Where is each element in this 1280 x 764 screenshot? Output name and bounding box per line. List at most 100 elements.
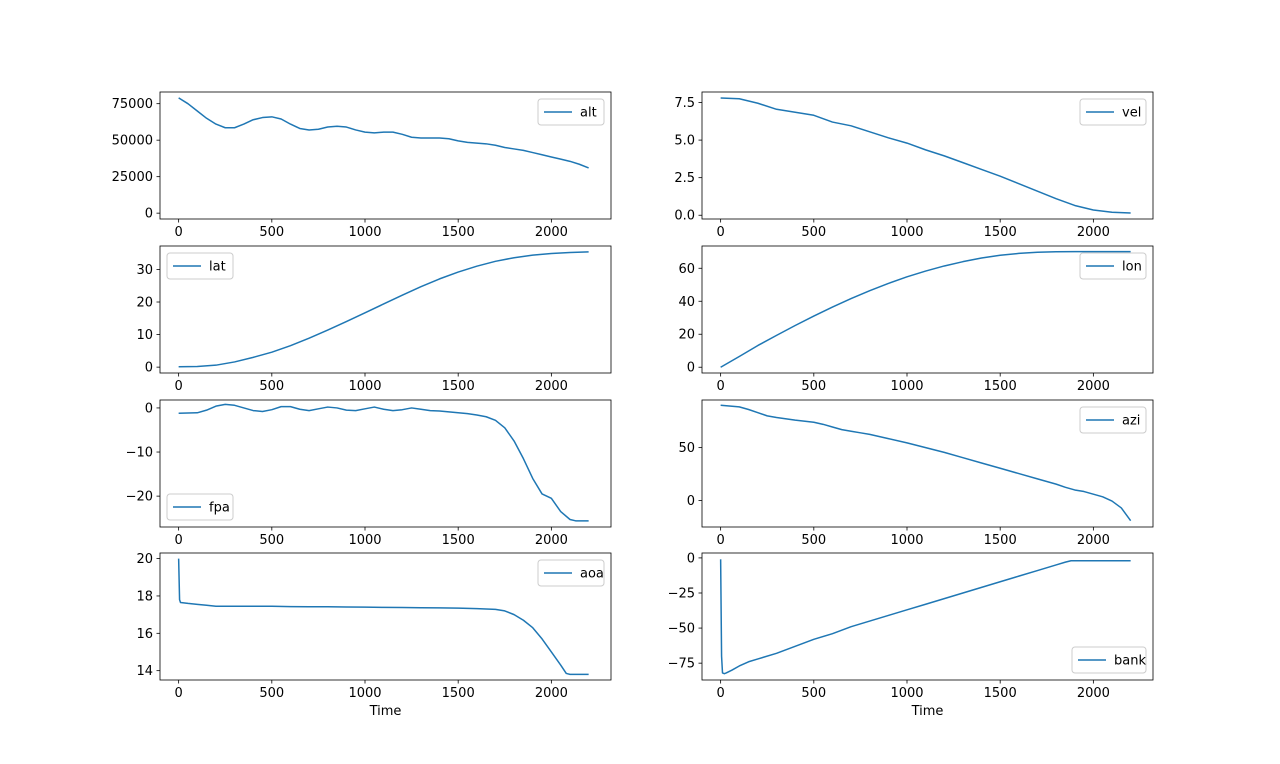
x-tick-label: 0	[716, 533, 724, 548]
x-tick-label: 1500	[984, 379, 1017, 394]
legend-label: alt	[580, 106, 597, 121]
x-tick-label: 0	[716, 225, 724, 240]
x-tick-label: 2000	[1077, 379, 1110, 394]
x-tick-label: 2000	[1077, 225, 1110, 240]
y-tick-label: 50	[678, 441, 695, 456]
x-tick-label: 500	[801, 225, 826, 240]
x-tick-label: 500	[259, 225, 284, 240]
x-tick-label: 500	[801, 379, 826, 394]
subplot-vel: 0 500 1000 1500 2000 0.0 2.5 5.0 7.5 vel	[674, 91, 1154, 240]
y-tick-label: 7.5	[674, 96, 695, 111]
y-tick-label: 0.0	[674, 209, 695, 224]
axes-frame	[701, 399, 1154, 528]
legend-label: bank	[1114, 654, 1146, 669]
legend-label: lon	[1122, 260, 1142, 275]
x-tick-label: 0	[174, 533, 182, 548]
legend: fpa	[166, 493, 234, 521]
x-tick-label: 500	[259, 379, 284, 394]
axes-frame	[701, 245, 1154, 374]
y-tick-label: 0	[687, 361, 695, 376]
y-tick-label: 30	[136, 263, 153, 278]
x-tick-label: 1000	[890, 379, 923, 394]
subplot-alt: 0 500 1000 1500 2000 0 25000 50000 75000 alt	[112, 91, 612, 240]
x-tick-label: 500	[259, 686, 284, 701]
legend: azi	[1079, 406, 1147, 434]
legend-box	[1071, 646, 1147, 674]
x-tick-label: 1500	[442, 379, 475, 394]
y-tick-label: −10	[126, 446, 153, 461]
x-tick-label: 0	[174, 686, 182, 701]
legend-label: vel	[1122, 106, 1141, 121]
subplot-lon: 0 500 1000 1500 2000 0 20 40 60 lon	[678, 245, 1154, 394]
x-tick-label: 0	[174, 379, 182, 394]
subplot-azi: 0 500 1000 1500 2000 0 50 azi	[678, 399, 1154, 548]
legend: lat	[166, 252, 234, 280]
axes-frame	[159, 91, 612, 220]
y-tick-label: 75000	[112, 97, 153, 112]
x-axis-label: Time	[369, 704, 402, 719]
legend: bank	[1071, 646, 1147, 674]
x-tick-label: 1500	[984, 225, 1017, 240]
x-tick-label: 1000	[348, 533, 381, 548]
x-tick-label: 1500	[442, 225, 475, 240]
y-tick-label: 0	[687, 494, 695, 509]
x-tick-label: 1000	[348, 379, 381, 394]
y-tick-label: −20	[126, 490, 153, 505]
y-tick-label: 0	[687, 551, 695, 566]
x-tick-label: 2000	[535, 686, 568, 701]
y-tick-label: 60	[678, 262, 695, 277]
x-tick-label: 1000	[890, 686, 923, 701]
legend-label: azi	[1122, 414, 1140, 429]
legend: lon	[1079, 252, 1147, 280]
y-tick-label: 20	[136, 552, 153, 567]
x-tick-label: 2000	[1077, 686, 1110, 701]
series-line-lon	[720, 250, 1131, 368]
y-tick-label: 50000	[112, 134, 153, 149]
subplot-bank: 0 500 1000 1500 2000 0 −25 −50 −75 Time bank	[668, 551, 1154, 719]
legend-label: lat	[209, 260, 226, 275]
legend: vel	[1079, 98, 1147, 126]
x-tick-label: 0	[174, 225, 182, 240]
y-tick-label: −75	[668, 657, 695, 672]
y-tick-label: 25000	[112, 170, 153, 185]
x-tick-label: 2000	[1077, 533, 1110, 548]
x-tick-label: 1000	[348, 686, 381, 701]
x-tick-label: 1500	[984, 686, 1017, 701]
y-tick-label: −25	[668, 586, 695, 601]
axes-frame	[159, 399, 612, 528]
x-tick-label: 0	[716, 686, 724, 701]
y-tick-label: 40	[678, 295, 695, 310]
axes-frame	[159, 245, 612, 374]
y-tick-label: 18	[136, 589, 153, 604]
series-line-alt	[178, 97, 589, 169]
y-tick-label: 14	[136, 664, 153, 679]
series-line-vel	[720, 97, 1131, 214]
x-tick-label: 500	[801, 533, 826, 548]
y-tick-label: 20	[136, 296, 153, 311]
series-line-bank	[719, 559, 1131, 675]
y-tick-label: 10	[136, 328, 153, 343]
axes-frame	[701, 91, 1154, 220]
series-line-lat	[178, 251, 589, 368]
x-tick-label: 500	[801, 686, 826, 701]
series-line-fpa	[178, 403, 589, 522]
legend-label: aoa	[580, 567, 604, 582]
legend-label: fpa	[209, 501, 230, 516]
y-tick-label: 0	[145, 401, 153, 416]
axes-frame	[159, 552, 612, 681]
x-tick-label: 1000	[890, 533, 923, 548]
y-tick-label: 0	[145, 207, 153, 222]
y-tick-label: 5.0	[674, 134, 695, 149]
subplot-fpa: 0 500 1000 1500 2000 0 −10 −20 fpa	[126, 399, 612, 548]
x-tick-label: 500	[259, 533, 284, 548]
subplot-lat: 0 500 1000 1500 2000 0 10 20 30 lat	[136, 245, 612, 394]
y-tick-label: 16	[136, 627, 153, 642]
legend: alt	[537, 98, 605, 126]
x-tick-label: 0	[716, 379, 724, 394]
series-line-azi	[720, 404, 1132, 522]
x-tick-label: 1500	[442, 533, 475, 548]
x-axis-label: Time	[911, 704, 944, 719]
axes-frame	[701, 552, 1154, 681]
x-tick-label: 2000	[535, 379, 568, 394]
